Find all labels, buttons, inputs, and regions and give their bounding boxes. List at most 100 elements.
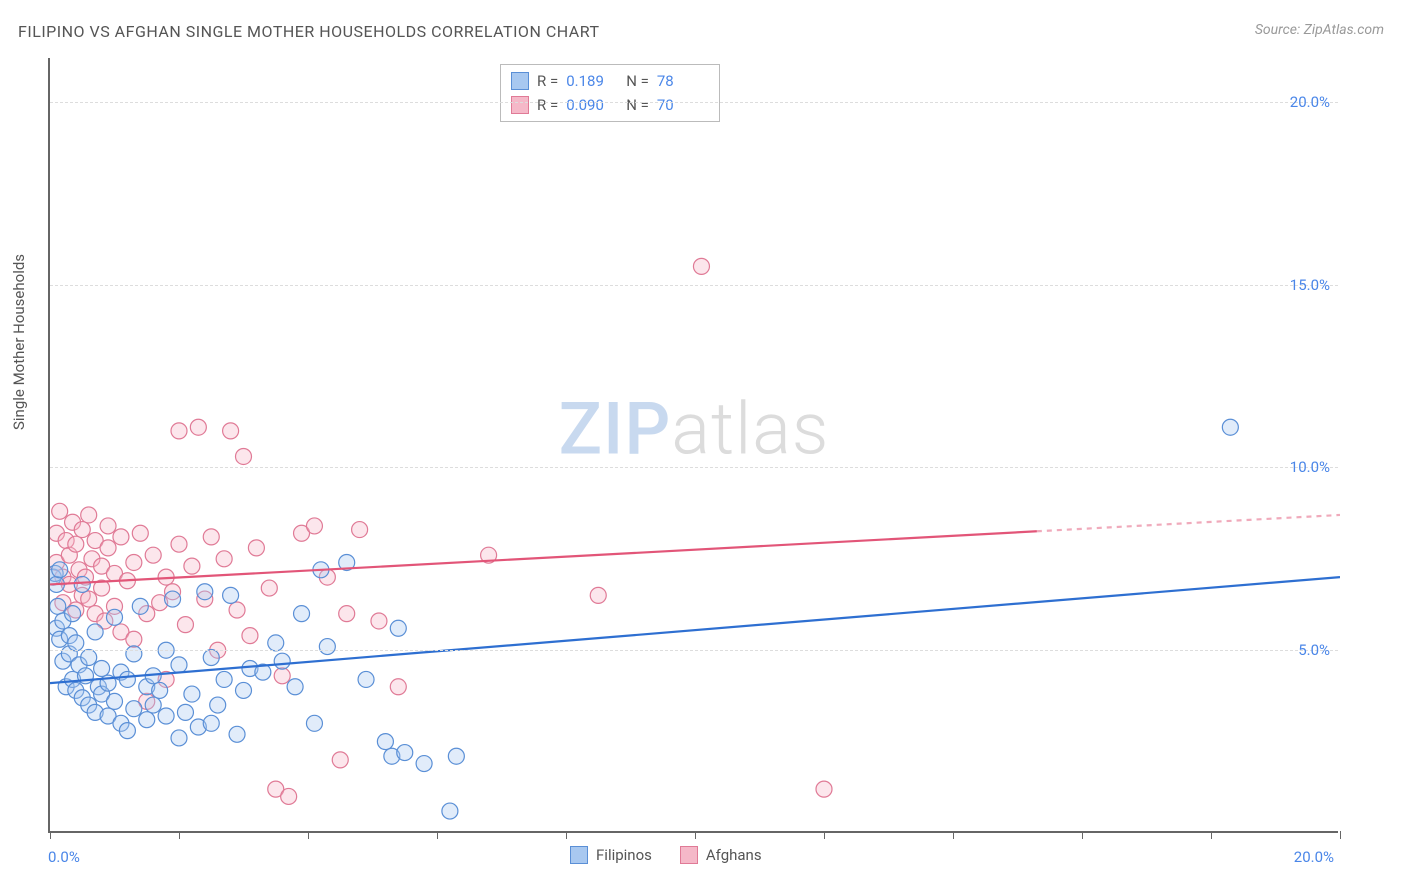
- x-tick: [50, 831, 51, 839]
- scatter-point: [119, 723, 135, 739]
- x-tick: [1340, 831, 1341, 839]
- scatter-point: [81, 650, 97, 666]
- scatter-point: [223, 587, 239, 603]
- legend-item-afghans: Afghans: [680, 846, 762, 864]
- scatter-point: [203, 529, 219, 545]
- scatter-point: [119, 671, 135, 687]
- scatter-point: [107, 609, 123, 625]
- x-tick: [308, 831, 309, 839]
- x-tick: [824, 831, 825, 839]
- scatter-point: [236, 682, 252, 698]
- r-label: R =: [537, 96, 558, 114]
- scatter-point: [319, 639, 335, 655]
- scatter-point: [236, 448, 252, 464]
- x-max-label: 20.0%: [1294, 848, 1334, 866]
- scatter-point: [171, 657, 187, 673]
- scatter-point: [281, 788, 297, 804]
- scatter-point: [68, 635, 84, 651]
- scatter-point: [242, 628, 258, 644]
- scatter-point: [87, 624, 103, 640]
- scatter-point: [816, 781, 832, 797]
- source-label: Source: ZipAtlas.com: [1255, 22, 1384, 38]
- scatter-point: [390, 620, 406, 636]
- scatter-point: [397, 745, 413, 761]
- x-tick: [695, 831, 696, 839]
- y-tick-label: 15.0%: [1290, 276, 1330, 294]
- scatter-point: [171, 536, 187, 552]
- scatter-point: [74, 576, 90, 592]
- scatter-point: [216, 551, 232, 567]
- x-tick: [179, 831, 180, 839]
- scatter-point: [184, 558, 200, 574]
- scatter-point: [132, 598, 148, 614]
- scatter-point: [693, 258, 709, 274]
- scatter-point: [158, 708, 174, 724]
- scatter-point: [100, 518, 116, 534]
- swatch-afghans: [511, 96, 529, 114]
- n-label: N =: [626, 96, 649, 114]
- stat-row-filipinos: R = 0.189 N = 78: [511, 69, 709, 93]
- scatter-point: [126, 631, 142, 647]
- scatter-point: [223, 423, 239, 439]
- scatter-point: [352, 522, 368, 538]
- gridline: [50, 285, 1338, 286]
- chart-title: FILIPINO VS AFGHAN SINGLE MOTHER HOUSEHO…: [18, 22, 600, 41]
- scatter-point: [306, 715, 322, 731]
- scatter-point: [126, 646, 142, 662]
- bottom-legend: Filipinos Afghans: [570, 846, 762, 864]
- n-value-afghans: 70: [657, 96, 709, 114]
- x-tick: [1082, 831, 1083, 839]
- scatter-point: [113, 529, 129, 545]
- scatter-point: [190, 419, 206, 435]
- y-tick-label: 20.0%: [1290, 93, 1330, 111]
- scatter-point: [68, 536, 84, 552]
- scatter-point: [268, 635, 284, 651]
- scatter-point: [216, 671, 232, 687]
- scatter-point: [306, 518, 322, 534]
- n-label: N =: [626, 72, 649, 90]
- scatter-point: [210, 697, 226, 713]
- scatter-point: [294, 606, 310, 622]
- scatter-point: [126, 701, 142, 717]
- scatter-point: [203, 650, 219, 666]
- scatter-point: [94, 660, 110, 676]
- scatter-point: [107, 693, 123, 709]
- gridline: [50, 650, 1338, 651]
- gridline: [50, 102, 1338, 103]
- r-value-filipinos: 0.189: [566, 72, 618, 90]
- scatter-point: [448, 748, 464, 764]
- legend-item-filipinos: Filipinos: [570, 846, 652, 864]
- scatter-point: [50, 598, 66, 614]
- r-value-afghans: 0.090: [566, 96, 618, 114]
- scatter-point: [177, 704, 193, 720]
- y-tick-label: 10.0%: [1290, 458, 1330, 476]
- legend-label-filipinos: Filipinos: [596, 846, 652, 864]
- scatter-point: [81, 507, 97, 523]
- scatter-point: [590, 587, 606, 603]
- scatter-point: [339, 606, 355, 622]
- n-value-filipinos: 78: [657, 72, 709, 90]
- scatter-point: [203, 715, 219, 731]
- legend-label-afghans: Afghans: [706, 846, 762, 864]
- scatter-point: [197, 584, 213, 600]
- scatter-point: [81, 591, 97, 607]
- scatter-point: [1222, 419, 1238, 435]
- stat-row-afghans: R = 0.090 N = 70: [511, 93, 709, 117]
- scatter-point: [416, 756, 432, 772]
- scatter-point: [261, 580, 277, 596]
- scatter-point: [229, 602, 245, 618]
- scatter-point: [332, 752, 348, 768]
- r-label: R =: [537, 72, 558, 90]
- swatch-filipinos: [570, 846, 588, 864]
- scatter-point: [52, 503, 68, 519]
- scatter-point: [145, 697, 161, 713]
- scatter-point: [65, 606, 81, 622]
- scatter-point: [165, 591, 181, 607]
- gridline: [50, 467, 1338, 468]
- swatch-filipinos: [511, 72, 529, 90]
- scatter-point: [229, 726, 245, 742]
- scatter-point: [100, 540, 116, 556]
- swatch-afghans: [680, 846, 698, 864]
- plot-area: ZIPatlas R = 0.189 N = 78 R = 0.090 N = …: [48, 58, 1338, 833]
- scatter-point: [171, 730, 187, 746]
